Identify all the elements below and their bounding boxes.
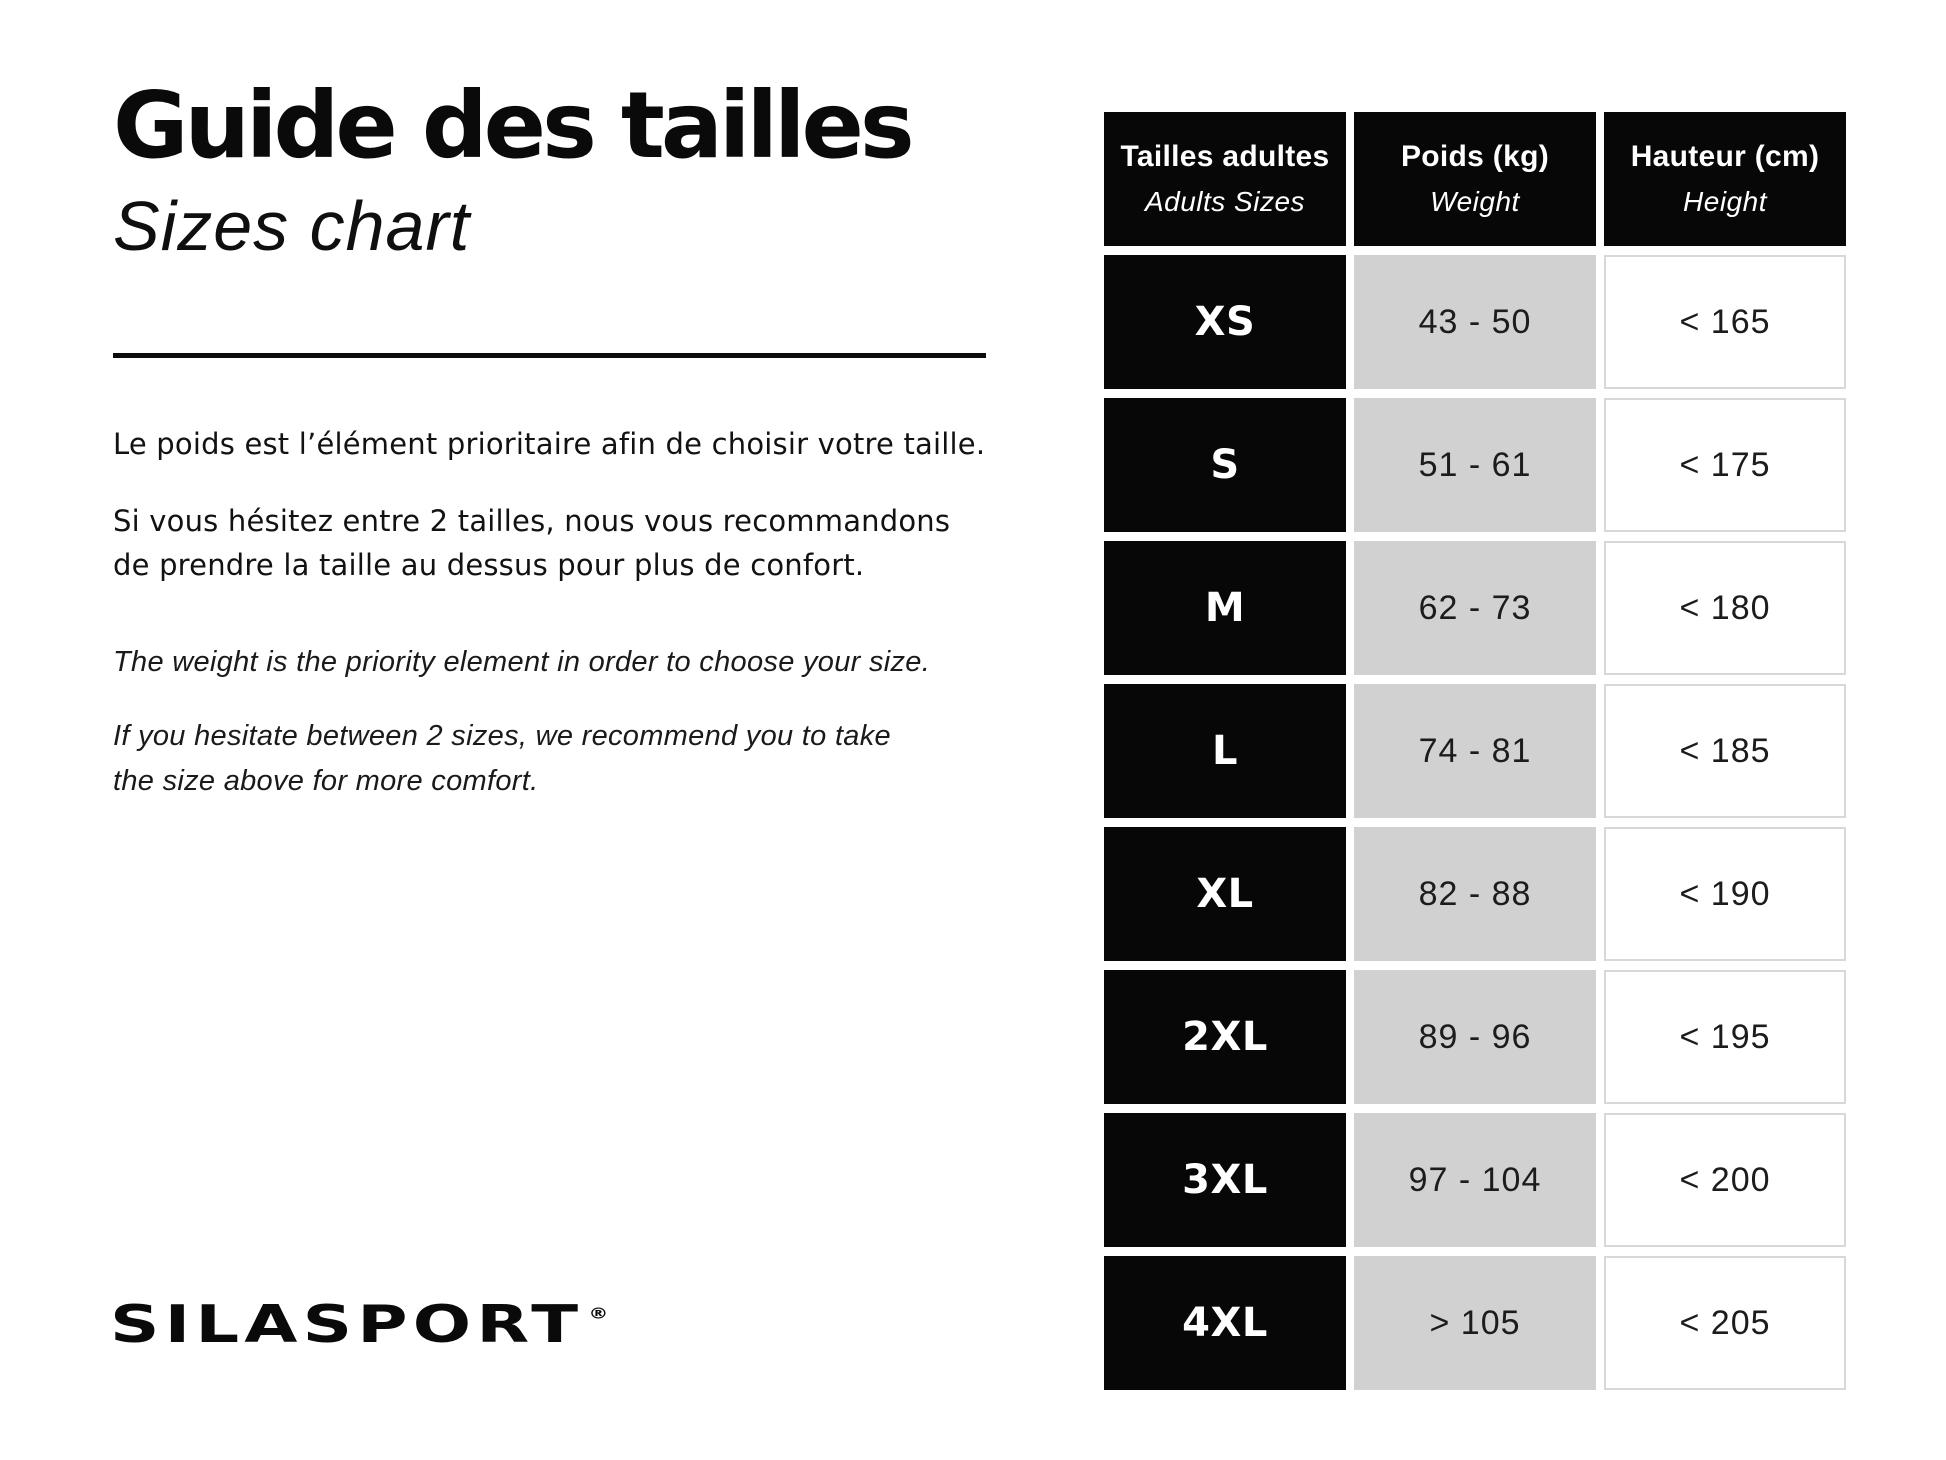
intro-fr-paragraph-2: Si vous hésitez entre 2 tailles, nous vo… xyxy=(113,499,1093,589)
size-label: 2XL xyxy=(1182,1014,1268,1060)
height-cell-s: < 175 xyxy=(1604,398,1846,532)
size-label: M xyxy=(1204,585,1246,631)
header-weight-label-fr: Poids (kg) xyxy=(1400,140,1549,173)
height-cell-3xl: < 200 xyxy=(1604,1113,1846,1247)
title-divider xyxy=(113,352,986,358)
brand-logo: SILASPORT ® xyxy=(110,1294,608,1354)
weight-value: 82 - 88 xyxy=(1418,874,1532,913)
table-header-sizes: Tailles adultes Adults Sizes xyxy=(1104,112,1346,246)
intro-fr-p2-line-2: de prendre la taille au dessus pour plus… xyxy=(113,548,865,583)
intro-en-p2-line-1: If you hesitate between 2 sizes, we reco… xyxy=(113,720,891,753)
height-value: < 175 xyxy=(1679,445,1771,484)
height-value: < 165 xyxy=(1679,302,1771,341)
weight-value: 43 - 50 xyxy=(1418,302,1532,341)
height-value: < 190 xyxy=(1679,874,1771,913)
size-label: XL xyxy=(1196,871,1254,917)
weight-value: 97 - 104 xyxy=(1408,1160,1542,1199)
size-cell-4xl: 4XL xyxy=(1104,1256,1346,1390)
size-label: 3XL xyxy=(1182,1157,1268,1203)
size-label: 4XL xyxy=(1182,1300,1268,1346)
size-cell-m: M xyxy=(1104,541,1346,675)
height-value: < 195 xyxy=(1679,1017,1771,1056)
size-cell-xs: XS xyxy=(1104,255,1346,389)
page-title-fr: Guide des tailles xyxy=(113,72,915,179)
height-value: < 180 xyxy=(1679,588,1771,627)
size-label: XS xyxy=(1194,299,1256,345)
height-cell-l: < 185 xyxy=(1604,684,1846,818)
height-value: < 205 xyxy=(1679,1303,1771,1342)
size-cell-3xl: 3XL xyxy=(1104,1113,1346,1247)
intro-en-paragraph-1: The weight is the priority element in or… xyxy=(113,646,931,679)
weight-cell-4xl: > 105 xyxy=(1354,1256,1596,1390)
size-cell-2xl: 2XL xyxy=(1104,970,1346,1104)
header-height-label-en: Height xyxy=(1683,186,1767,217)
size-cell-l: L xyxy=(1104,684,1346,818)
registered-trademark-icon: ® xyxy=(588,1305,609,1323)
intro-fr-p2-line-1: Si vous hésitez entre 2 tailles, nous vo… xyxy=(113,503,951,538)
intro-en-p2-line-2: the size above for more comfort. xyxy=(113,764,539,797)
height-cell-m: < 180 xyxy=(1604,541,1846,675)
intro-block: Guide des tailles Sizes chart Le poids e… xyxy=(113,72,1093,803)
weight-value: 62 - 73 xyxy=(1418,588,1532,627)
header-sizes-label-fr: Tailles adultes xyxy=(1120,140,1330,173)
brand-logo-text: SILASPORT xyxy=(110,1294,584,1355)
weight-cell-l: 74 - 81 xyxy=(1354,684,1596,818)
weight-cell-xl: 82 - 88 xyxy=(1354,827,1596,961)
weight-value: 74 - 81 xyxy=(1418,731,1532,770)
weight-cell-s: 51 - 61 xyxy=(1354,398,1596,532)
weight-cell-3xl: 97 - 104 xyxy=(1354,1113,1596,1247)
size-label: S xyxy=(1210,442,1240,488)
weight-value: 51 - 61 xyxy=(1418,445,1532,484)
height-cell-xl: < 190 xyxy=(1604,827,1846,961)
weight-cell-xs: 43 - 50 xyxy=(1354,255,1596,389)
header-weight-label-en: Weight xyxy=(1430,186,1520,217)
height-cell-4xl: < 205 xyxy=(1604,1256,1846,1390)
height-cell-2xl: < 195 xyxy=(1604,970,1846,1104)
height-value: < 185 xyxy=(1679,731,1771,770)
intro-en-paragraph-2: If you hesitate between 2 sizes, we reco… xyxy=(113,714,1093,802)
header-sizes-label-en: Adults Sizes xyxy=(1144,186,1306,217)
size-cell-xl: XL xyxy=(1104,827,1346,961)
header-height-label-fr: Hauteur (cm) xyxy=(1630,140,1820,173)
weight-value: 89 - 96 xyxy=(1418,1017,1532,1056)
table-header-height: Hauteur (cm) Height xyxy=(1604,112,1846,246)
table-header-weight: Poids (kg) Weight xyxy=(1354,112,1596,246)
weight-cell-m: 62 - 73 xyxy=(1354,541,1596,675)
page-title-en: Sizes chart xyxy=(113,186,471,265)
size-label: L xyxy=(1212,728,1238,774)
size-cell-s: S xyxy=(1104,398,1346,532)
weight-cell-2xl: 89 - 96 xyxy=(1354,970,1596,1104)
intro-fr-paragraph-1: Le poids est l’élément prioritaire afin … xyxy=(113,426,986,461)
sizes-table: Tailles adultes Adults Sizes Poids (kg) … xyxy=(1104,112,1846,1390)
weight-value: > 105 xyxy=(1429,1303,1521,1342)
height-value: < 200 xyxy=(1679,1160,1771,1199)
height-cell-xs: < 165 xyxy=(1604,255,1846,389)
